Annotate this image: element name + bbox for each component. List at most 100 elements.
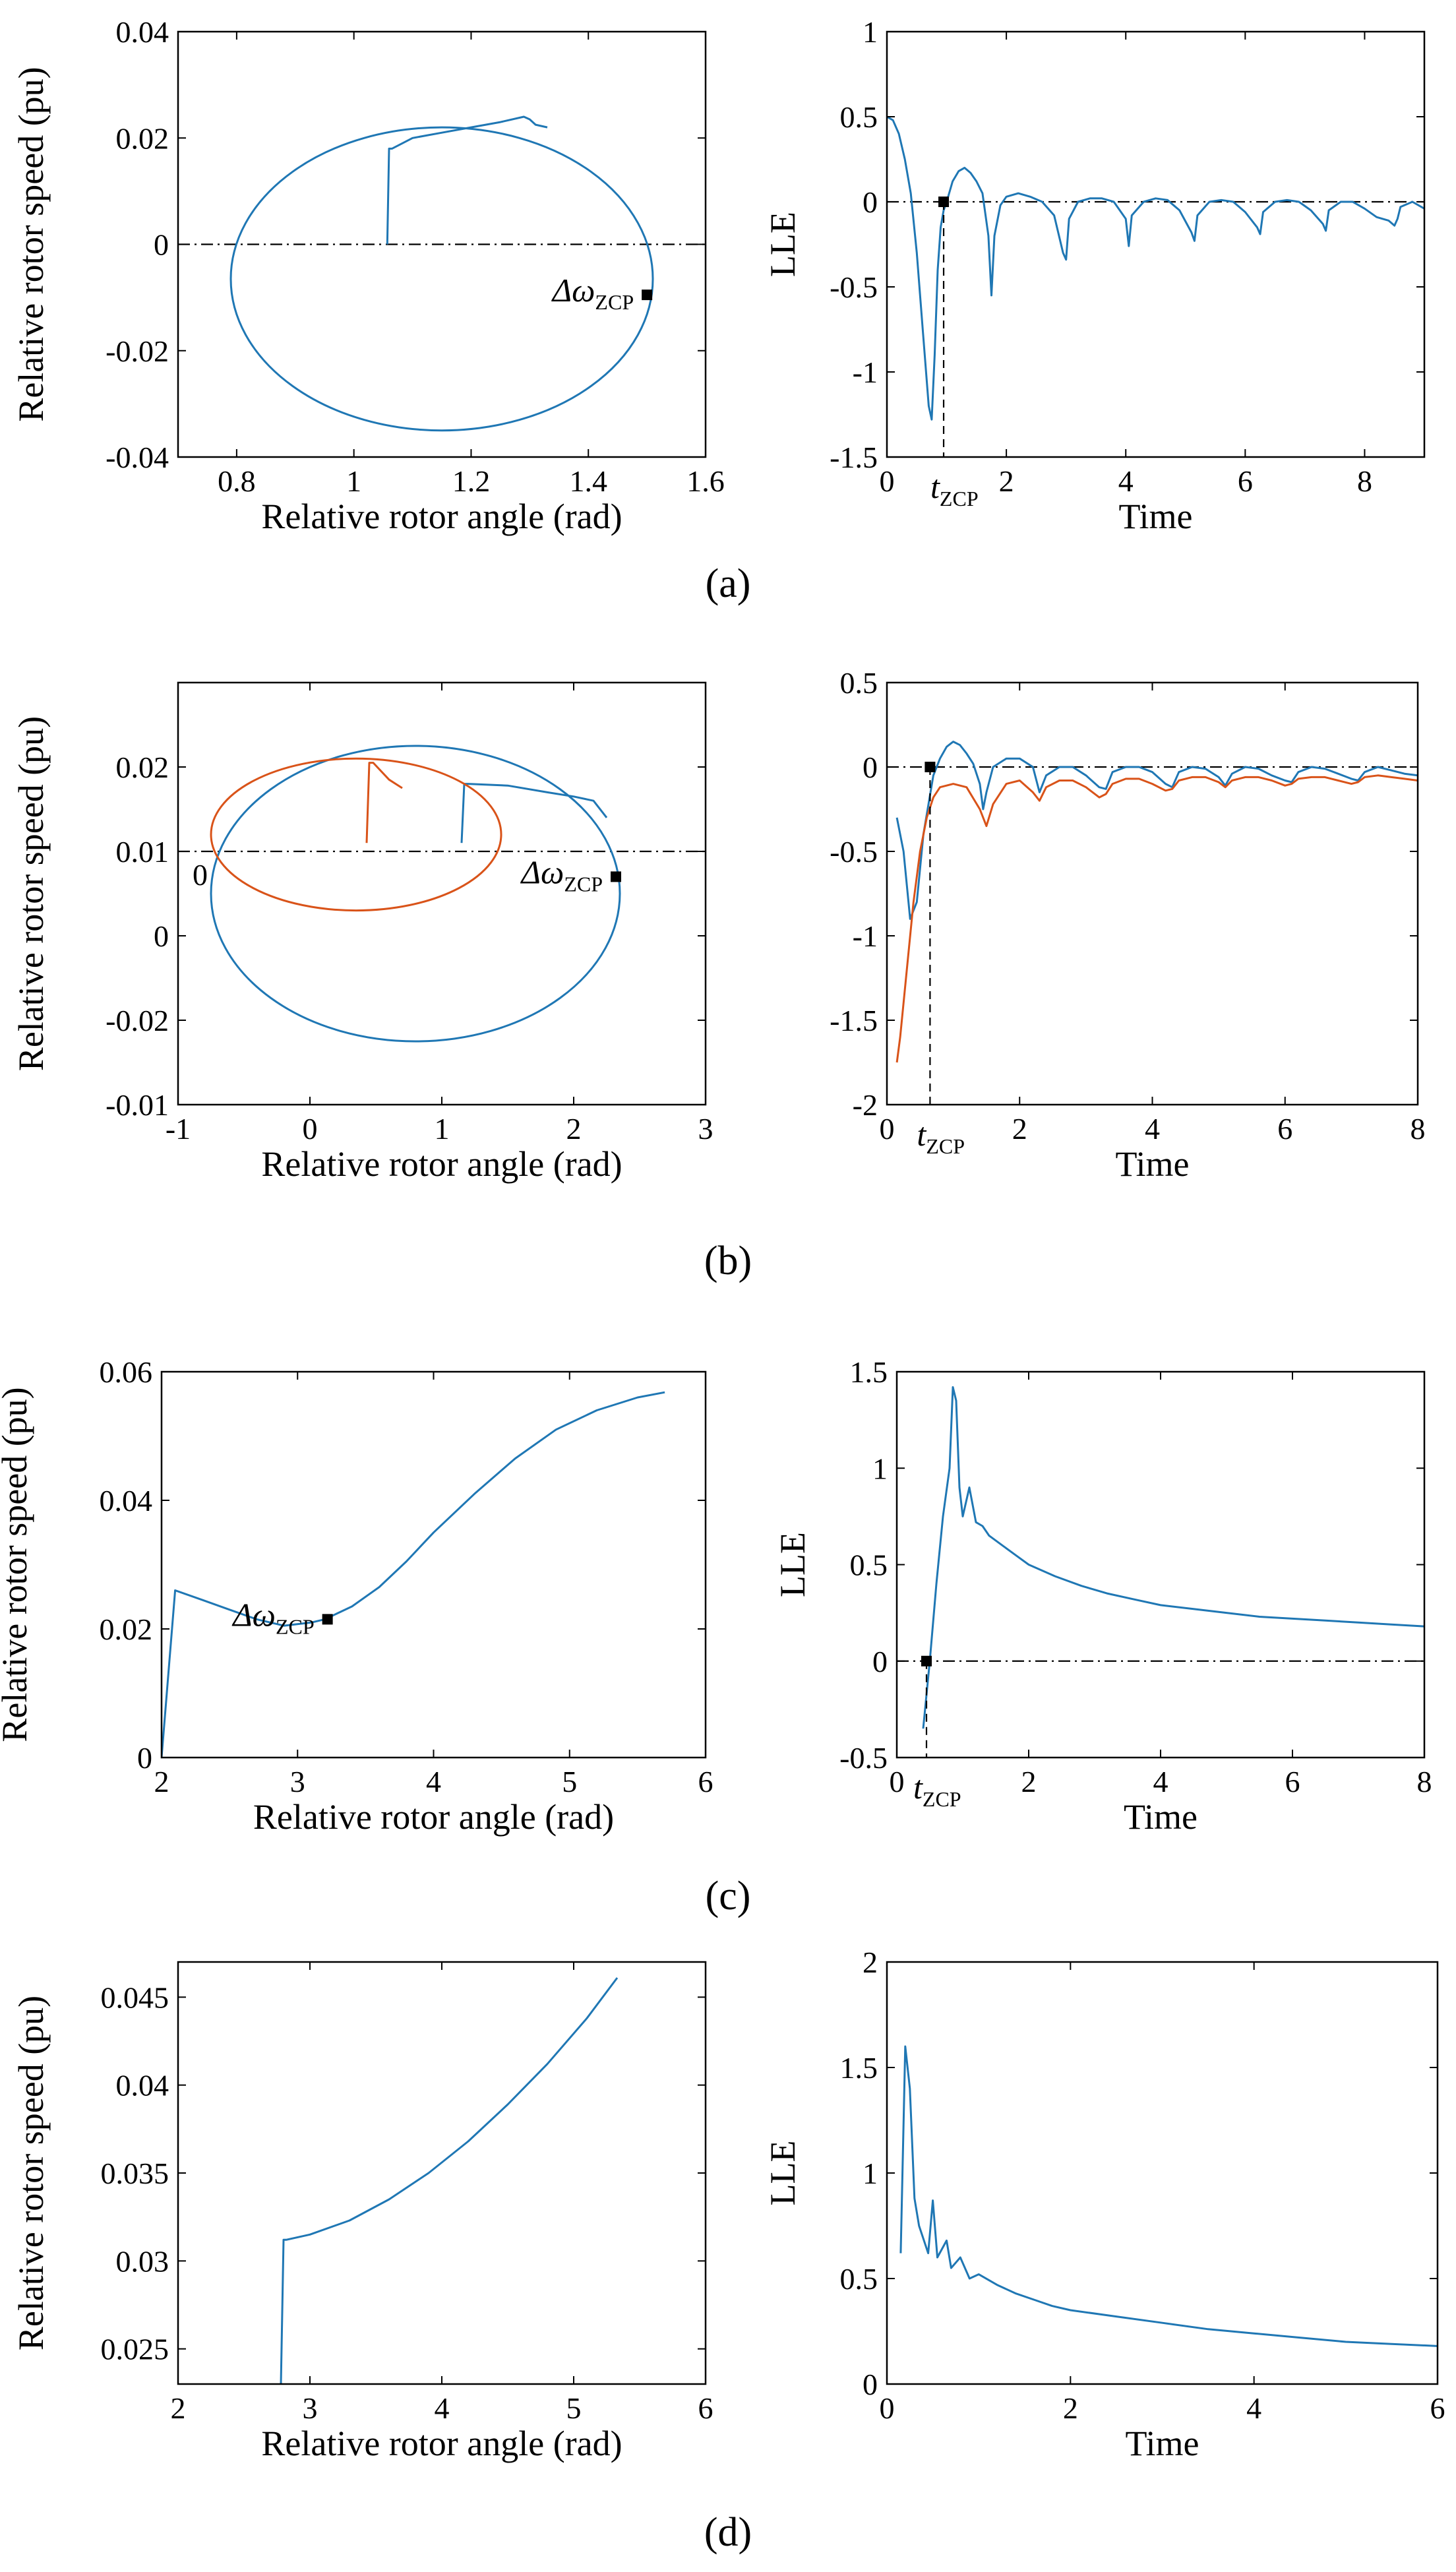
y-tick-label: -1.5	[830, 1004, 878, 1037]
x-tick-label: 5	[566, 2391, 582, 2425]
y-axis-label: Relative rotor speed (pu)	[0, 1387, 34, 1742]
plot-frame	[177, 1961, 707, 2385]
chart-b-left: ΔωZCP 0 -1 0 1 2 3 -0.01 -0.02 0 0.01 0.02 Relative …	[11, 681, 713, 1184]
y-tick-label: 1	[863, 2157, 878, 2190]
x-tick-label: 6	[698, 1765, 713, 1798]
x-tick-label: 4	[1246, 2391, 1261, 2425]
y-tick-label: 0	[137, 1741, 152, 1775]
x-tick-label: 1.4	[569, 464, 607, 498]
x-tick-label: 0	[880, 464, 895, 498]
x-tick-label: 8	[1410, 1112, 1426, 1146]
x-tick-label: 2	[1021, 1765, 1037, 1798]
series-group	[280, 1977, 619, 2384]
y-tick-label: 0.045	[101, 1980, 169, 2014]
x-tick-label: 0	[880, 2391, 895, 2425]
y-tick-label: -1.5	[830, 441, 878, 474]
x-tick-label: 2	[154, 1765, 169, 1798]
y-tick-label: 0	[154, 919, 169, 953]
series-group	[887, 115, 1424, 421]
y-tick-label: 1.5	[850, 1355, 888, 1389]
series-blue-orbit	[210, 745, 621, 1043]
x-tick-label: 0	[303, 1112, 318, 1146]
y-tick-label: -0.02	[106, 334, 169, 368]
x-tick-label: 4	[1153, 1765, 1168, 1798]
y-tick-label: 1	[872, 1452, 888, 1485]
y-tick-label: 0	[154, 228, 169, 262]
y-tick-label: -1	[853, 919, 878, 953]
y-tick-label: -0.5	[839, 1741, 888, 1775]
inner-zero-label: 0	[193, 858, 208, 892]
y-tick-label: -0.5	[830, 270, 878, 304]
x-tick-label: 6	[1430, 2391, 1445, 2425]
x-tick-label: 2	[1063, 2391, 1078, 2425]
chart-d-left: 2 3 4 5 6 0.025 0.03 0.035 0.04 0.045 Relative rot…	[11, 1961, 713, 2463]
series-group	[922, 1386, 1424, 1729]
zcp-symbol: t	[917, 1116, 926, 1153]
y-tick-label: -0.01	[106, 1088, 169, 1122]
y-axis-label: LLE	[763, 2141, 803, 2206]
y-tick-label: 2	[863, 1945, 878, 1979]
series-LLE	[887, 115, 1424, 421]
series-group	[895, 741, 1418, 1063]
x-tick-label: 0	[880, 1112, 895, 1146]
y-tick-label: 0	[863, 2368, 878, 2401]
y-tick-label: 0.06	[100, 1355, 153, 1389]
series-group	[229, 115, 654, 432]
x-axis-label: Relative rotor angle (rad)	[261, 1144, 622, 1184]
x-tick-label: 3	[303, 2391, 318, 2425]
y-tick-label: 0.5	[840, 2262, 878, 2296]
panel-label: (c)	[706, 1874, 751, 1918]
chart-d-right: 0 2 4 6 0 0.5 1 1.5 2 Time LLE	[763, 1945, 1445, 2463]
zcp-marker	[938, 197, 950, 207]
y-axis-label: LLE	[763, 212, 803, 277]
plot-frame	[886, 681, 1419, 1106]
y-tick-label: 0.04	[116, 2069, 169, 2102]
y-tick-label: 0.5	[840, 100, 878, 134]
x-axis-label: Time	[1125, 2424, 1199, 2463]
x-tick-label: 8	[1357, 464, 1372, 498]
series-red-inner	[365, 762, 403, 843]
x-tick-label: 1.2	[452, 464, 491, 498]
y-tick-label: 1	[863, 15, 878, 49]
x-tick-label: 1	[435, 1112, 450, 1146]
zcp-symbol: t	[913, 1769, 923, 1806]
x-tick-label: 2	[566, 1112, 582, 1146]
x-tick-label: 8	[1417, 1765, 1432, 1798]
series-trajectory	[386, 115, 548, 245]
panel-label: (b)	[704, 1239, 752, 1283]
series-LLE	[899, 2045, 1438, 2347]
y-tick-label: 0.01	[116, 835, 169, 869]
series-orbit	[229, 126, 654, 432]
y-tick-label: 0.5	[840, 666, 878, 700]
zcp-annotation: ΔωZCP	[551, 272, 634, 314]
x-axis-label: Time	[1115, 1144, 1189, 1184]
x-tick-label: 6	[1277, 1112, 1292, 1146]
series-group	[162, 1391, 665, 1758]
y-tick-label: 0.02	[100, 1612, 153, 1646]
x-tick-label: 3	[290, 1765, 305, 1798]
x-tick-label: 0	[890, 1765, 905, 1798]
series-LLE-red	[895, 774, 1418, 1063]
y-tick-label: 0.04	[100, 1484, 153, 1517]
zcp-annotation: ΔωZCP	[231, 1596, 314, 1638]
chart-b-right: tZCP 0 2 4 6 8 -2 -1.5 -1 -0.5 0 0.5 Time	[830, 666, 1425, 1184]
y-tick-label: -1	[853, 355, 878, 389]
zcp-symbol: Δω	[231, 1596, 276, 1633]
y-tick-label: 0.02	[116, 121, 169, 155]
zcp-subscript: ZCP	[926, 1134, 965, 1158]
zcp-marker	[611, 871, 621, 882]
x-tick-label: 3	[698, 1112, 713, 1146]
x-axis-label: Time	[1124, 1797, 1198, 1837]
y-tick-label: -0.04	[106, 441, 169, 474]
series-red-orbit	[210, 757, 502, 912]
x-tick-label: -1	[166, 1112, 191, 1146]
y-tick-label: -0.02	[106, 1004, 169, 1037]
y-tick-label: 0.035	[101, 2157, 169, 2190]
x-tick-label: 2	[1012, 1112, 1027, 1146]
zcp-annotation: tZCP	[917, 1116, 965, 1158]
zcp-symbol: Δω	[551, 272, 595, 309]
chart-c-left: ΔωZCP 2 3 4 5 6 0 0.02 0.04 0.06 Relative rotor an…	[0, 1355, 713, 1837]
y-tick-label: 0.02	[116, 750, 169, 784]
